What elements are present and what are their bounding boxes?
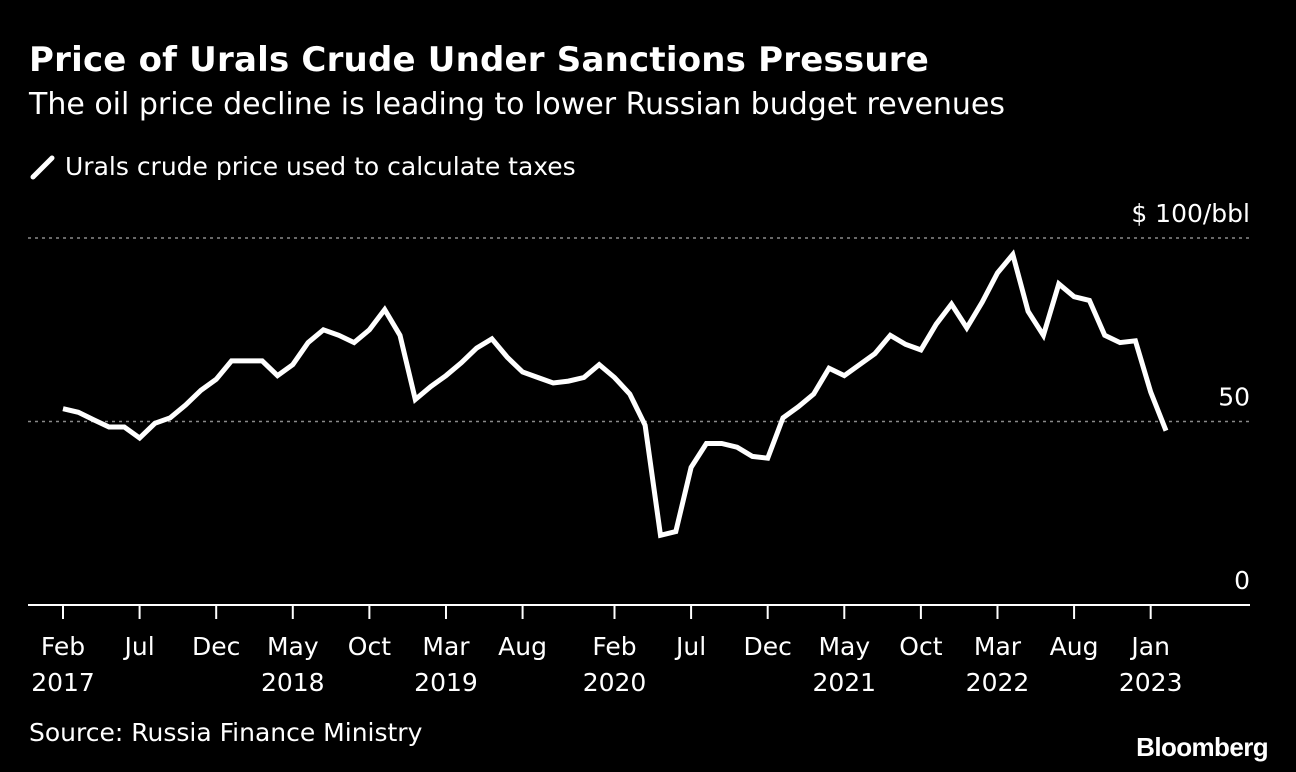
legend: Urals crude price used to calculate taxe… xyxy=(29,150,576,182)
x-tick-month-label: Dec xyxy=(743,632,791,661)
legend-label: Urals crude price used to calculate taxe… xyxy=(65,151,576,181)
urals-price-line xyxy=(62,249,1169,539)
x-tick-month-label: Jan xyxy=(1129,632,1170,661)
y-tick-label: 50 xyxy=(1218,383,1250,412)
source-note: Source: Russia Finance Ministry xyxy=(29,718,423,747)
x-tick-month-label: Feb xyxy=(41,632,85,661)
x-tick-year-label: 2018 xyxy=(261,668,325,697)
y-axis-labels: $ 100/bbl 50 0 xyxy=(1131,199,1250,595)
y-tick-label: $ 100/bbl xyxy=(1131,199,1250,228)
x-tick-month-label: May xyxy=(267,632,319,661)
x-tick-month-label: Mar xyxy=(974,632,1022,661)
gridlines xyxy=(28,237,1250,423)
x-tick-month-label: Dec xyxy=(192,632,240,661)
legend-line-swatch-icon xyxy=(30,155,55,180)
x-tick-month-label: Feb xyxy=(592,632,636,661)
x-tick-year-label: 2023 xyxy=(1119,668,1183,697)
bloomberg-logo: Bloomberg xyxy=(1136,732,1268,762)
x-axis-ticks: Feb 2017 Jul Dec May 2018 Oct Mar 2019 Aug Feb 2020… xyxy=(31,605,1182,697)
x-tick-year-label: 2022 xyxy=(966,668,1030,697)
x-tick-month-label: Jul xyxy=(674,632,706,661)
x-tick-year-label: 2019 xyxy=(414,668,478,697)
x-tick-year-label: 2017 xyxy=(31,668,95,697)
x-tick-month-label: Jul xyxy=(123,632,155,661)
x-tick-month-label: May xyxy=(818,632,870,661)
y-tick-label: 0 xyxy=(1234,566,1250,595)
chart-title: Price of Urals Crude Under Sanctions Pre… xyxy=(29,40,929,80)
x-tick-month-label: Aug xyxy=(1050,632,1099,661)
chart-subtitle: The oil price decline is leading to lowe… xyxy=(29,87,1006,122)
x-tick-year-label: 2020 xyxy=(583,668,647,697)
x-tick-month-label: Oct xyxy=(348,632,391,661)
x-tick-month-label: Mar xyxy=(422,632,470,661)
x-tick-year-label: 2021 xyxy=(812,668,876,697)
x-tick-month-label: Aug xyxy=(498,632,547,661)
x-tick-month-label: Oct xyxy=(899,632,942,661)
